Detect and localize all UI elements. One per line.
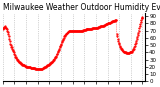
- Text: Milwaukee Weather Outdoor Humidity Every 5 Minutes (Last 24 Hours): Milwaukee Weather Outdoor Humidity Every…: [3, 3, 160, 12]
